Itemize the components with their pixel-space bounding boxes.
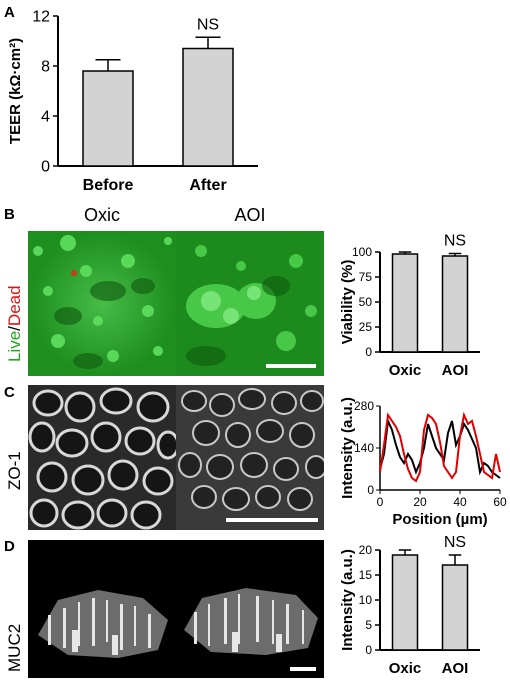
row-label-zo1: ZO-1 (5, 451, 24, 490)
teer-bar-chart: 0 4 8 12 Before After NS TEER (kΩ·cm²) (7, 9, 258, 194)
bar-aoi (441, 255, 469, 353)
y-tick-label: 12 (32, 9, 50, 26)
x-category-label: AOI (442, 362, 469, 379)
x-category-label: Oxic (389, 362, 422, 379)
x-axis-label: Position (µm) (392, 511, 487, 528)
x-category-label: Oxic (389, 660, 422, 677)
live-label: Live (5, 330, 24, 362)
y-axis-label: Intensity (a.u.) (339, 549, 356, 651)
bar-oxic (391, 253, 419, 353)
y-tick-label: 5 (365, 618, 372, 632)
y-tick-label: 100 (352, 245, 372, 259)
x-tick-label: 40 (453, 495, 467, 509)
y-tick-label: 75 (359, 270, 373, 284)
y-tick-label: 25 (359, 320, 373, 334)
muc2-oxic-image (28, 540, 176, 678)
y-tick-label: 10 (359, 593, 373, 607)
x-tick-label: 60 (493, 495, 507, 509)
ns-annotation: NS (197, 16, 219, 33)
micrograph-zo1-aoi (176, 385, 324, 530)
micrograph-live-dead-aoi (176, 231, 324, 376)
column-title-aoi: AOI (234, 205, 266, 225)
zo1-aoi-image (176, 385, 324, 530)
y-tick-label: 20 (359, 543, 373, 557)
scale-bar (226, 518, 318, 522)
micrograph-zo1-oxic (28, 385, 176, 530)
live-dead-separator: / (5, 326, 24, 331)
micrograph-muc2-oxic (28, 540, 176, 678)
row-label-muc2: MUC2 (5, 623, 24, 672)
column-title-oxic: Oxic (84, 205, 120, 225)
panel-letter-c: C (4, 384, 15, 401)
y-tick-label: 50 (359, 295, 373, 309)
x-category-label: Before (83, 177, 134, 194)
scale-bar (266, 364, 316, 368)
micrograph-muc2-aoi (176, 540, 324, 678)
bar-before (82, 70, 134, 167)
y-tick-label: 8 (41, 59, 50, 76)
x-category-label: AOI (442, 660, 469, 677)
scale-bar (290, 667, 316, 671)
zo1-oxic-image (28, 385, 176, 530)
y-tick-label: 0 (367, 483, 374, 497)
y-axis-label: Intensity (a.u.) (339, 397, 356, 499)
muc2-aoi-image (176, 540, 324, 678)
bar-oxic (391, 554, 419, 651)
ns-annotation: NS (444, 534, 466, 551)
y-tick-label: 140 (354, 441, 374, 455)
bar-after (182, 47, 234, 167)
y-tick-label: 280 (354, 399, 374, 413)
bar-aoi (441, 564, 469, 651)
profile-line-2 (379, 411, 501, 483)
x-tick-label: 0 (377, 495, 384, 509)
muc2-intensity-bar-chart: 0 5 10 15 20 Oxic AOI NS Intensity (a.u.) (339, 534, 480, 677)
viability-bar-chart: 0 25 50 75 100 Oxic AOI NS Viability (%) (339, 233, 480, 379)
y-tick-label: 4 (41, 109, 50, 126)
row-label-live-dead: Live/Dead (5, 285, 25, 362)
ns-annotation: NS (444, 233, 466, 250)
profile-line-1 (379, 417, 501, 479)
panel-letter-b: B (4, 206, 15, 223)
x-category-label: After (189, 177, 226, 194)
y-tick-label: 0 (365, 643, 372, 657)
x-tick-label: 20 (413, 495, 427, 509)
y-tick-label: 15 (359, 568, 373, 582)
dead-label: Dead (5, 285, 24, 327)
micrograph-live-dead-oxic (28, 231, 176, 376)
y-tick-label: 0 (41, 159, 50, 176)
live-dead-oxic-image (28, 231, 176, 376)
panel-letter-d: D (4, 538, 15, 555)
live-dead-aoi-image (176, 231, 324, 376)
y-axis-label: Viability (%) (339, 260, 356, 345)
panel-letter-a: A (4, 4, 15, 21)
intensity-profile-chart: 0 140 280 0 20 40 60 Position (µm) Intensity (a.… (339, 397, 507, 528)
y-tick-label: 0 (365, 345, 372, 359)
y-axis-label: TEER (kΩ·cm²) (7, 38, 24, 144)
